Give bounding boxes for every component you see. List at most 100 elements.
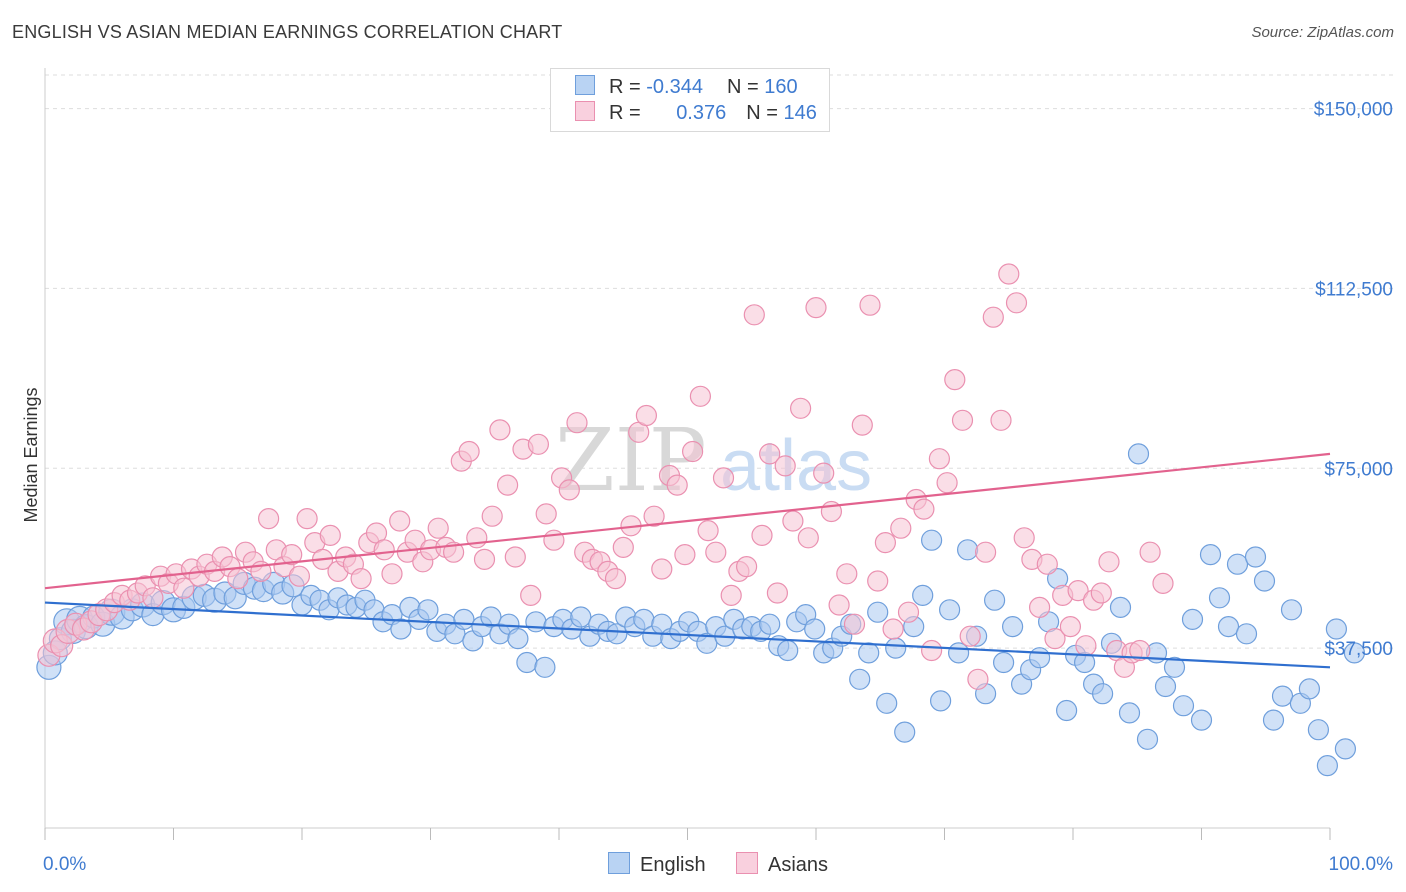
asians-point-134 — [1067, 579, 1089, 602]
asians-r-value: 0.376 — [676, 102, 727, 124]
asians-point-57 — [473, 548, 496, 571]
english-point-73 — [696, 632, 718, 654]
english-point-93 — [876, 692, 898, 714]
asians-point-142 — [1129, 639, 1151, 662]
asians-point-82 — [666, 474, 688, 496]
english-point-125 — [1163, 656, 1186, 678]
legend-item-english[interactable]: English — [608, 852, 706, 877]
y-tick-label-3: $150,000 — [1314, 100, 1393, 121]
asians-point-14 — [142, 587, 164, 609]
english-point-137 — [1271, 685, 1294, 707]
asians-point-63 — [520, 584, 542, 607]
english-point-126 — [1172, 695, 1195, 717]
x-tick-label-0: 0.0% — [43, 854, 86, 875]
english-point-52 — [507, 627, 529, 650]
english-point-128 — [1190, 709, 1213, 731]
asians-point-103 — [828, 594, 850, 616]
english-point-129 — [1199, 543, 1222, 566]
english-point-99 — [929, 690, 952, 712]
asians-point-109 — [874, 531, 897, 554]
y-tick-label-0: $37,500 — [1324, 639, 1393, 660]
asians-point-97 — [782, 510, 804, 532]
english-point-102 — [956, 539, 979, 561]
asians-point-106 — [851, 414, 873, 436]
asians-point-96 — [774, 455, 796, 477]
asians-point-25 — [227, 567, 249, 590]
asians-swatch — [575, 101, 595, 121]
legend-item-asians[interactable]: Asians — [736, 852, 828, 877]
asians-point-69 — [566, 412, 588, 434]
english-point-80 — [759, 613, 781, 635]
watermark-atlas: atlas — [720, 426, 872, 506]
asians-point-123 — [982, 306, 1004, 328]
english-point-94 — [885, 637, 907, 659]
asians-point-45 — [381, 563, 403, 585]
english-legend-label: English — [640, 854, 706, 876]
asians-point-100 — [805, 297, 827, 319]
asians-point-33 — [288, 565, 310, 587]
asians-point-122 — [974, 541, 997, 563]
english-point-121 — [1127, 443, 1150, 465]
asians-point-80 — [651, 558, 673, 580]
asians-point-46 — [389, 510, 411, 532]
legend-row-english: R = -0.344 N = 160 — [575, 75, 798, 99]
chart-title: ENGLISH VS ASIAN MEDIAN EARNINGS CORRELA… — [12, 22, 563, 42]
asians-point-78 — [635, 404, 658, 427]
asians-point-117 — [936, 472, 958, 494]
english-r-label: R = — [609, 76, 647, 98]
asians-point-119 — [951, 409, 974, 431]
asians-point-121 — [967, 668, 989, 690]
asians-point-95 — [766, 582, 789, 604]
english-point-46 — [453, 608, 475, 631]
asians-point-143 — [1139, 541, 1161, 563]
english-point-63 — [606, 623, 628, 645]
english-point-120 — [1118, 702, 1141, 724]
asians-point-107 — [859, 294, 881, 316]
asians-point-138 — [1098, 551, 1120, 573]
asians-point-144 — [1152, 572, 1174, 595]
english-point-39 — [390, 618, 412, 640]
asians-point-58 — [481, 505, 503, 527]
asians-point-114 — [913, 498, 935, 520]
asians-point-86 — [697, 519, 719, 542]
asians-point-112 — [897, 601, 920, 623]
asians-point-75 — [612, 536, 634, 559]
english-point-124 — [1154, 675, 1177, 698]
asians-point-91 — [735, 555, 758, 578]
english-point-54 — [525, 611, 547, 633]
asians-point-87 — [705, 541, 727, 563]
english-point-91 — [858, 642, 880, 664]
english-point-105 — [983, 589, 1006, 611]
y-axis-label: Median Earnings — [21, 387, 41, 522]
english-point-130 — [1208, 587, 1231, 609]
english-point-144 — [1334, 738, 1357, 760]
asians-point-64 — [527, 433, 550, 455]
english-swatch — [575, 75, 595, 95]
asians-point-51 — [427, 517, 449, 539]
source-label: Source: ZipAtlas.com — [1251, 24, 1394, 41]
x-tick-labels: 0.0% 100.0% — [43, 854, 1393, 875]
correlation-legend: R = -0.344 N = 160 R = 0.376 N = 146 — [550, 68, 830, 132]
english-n-value: 160 — [764, 76, 798, 98]
english-point-113 — [1055, 699, 1078, 722]
asians-point-126 — [1005, 292, 1028, 314]
english-point-122 — [1136, 728, 1159, 750]
asians-point-111 — [890, 517, 912, 539]
x-tick-label-1: 100.0% — [1329, 854, 1394, 875]
english-point-95 — [894, 721, 916, 743]
asians-legend-label: Asians — [768, 854, 829, 876]
english-trend-line — [44, 601, 1331, 669]
asians-point-88 — [712, 467, 735, 489]
asians-n-label: N = — [746, 102, 784, 124]
watermark: ZIP atlas — [555, 411, 872, 511]
english-point-101 — [947, 642, 970, 664]
asians-point-34 — [296, 507, 318, 530]
asians-point-59 — [489, 419, 511, 441]
asians-point-92 — [743, 304, 765, 326]
english-n-label: N = — [726, 76, 765, 98]
english-point-142 — [1316, 754, 1339, 777]
english-point-85 — [804, 618, 826, 640]
asians-point-133 — [1059, 615, 1082, 638]
asians-point-68 — [558, 479, 580, 501]
english-point-82 — [777, 639, 799, 662]
